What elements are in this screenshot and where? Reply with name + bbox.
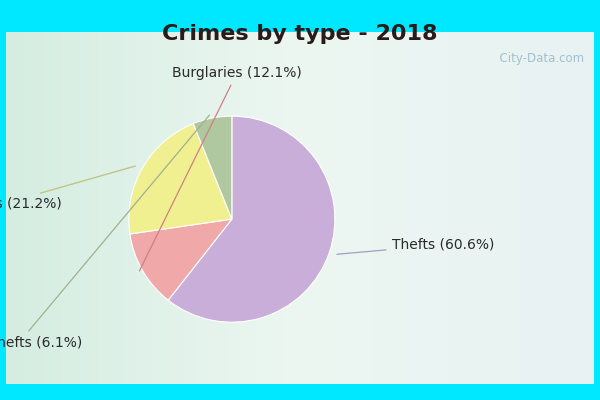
Wedge shape <box>168 116 335 322</box>
Wedge shape <box>193 116 232 219</box>
Wedge shape <box>129 124 232 234</box>
Text: Crimes by type - 2018: Crimes by type - 2018 <box>162 24 438 44</box>
Text: Thefts (60.6%): Thefts (60.6%) <box>337 238 494 254</box>
Text: Assaults (21.2%): Assaults (21.2%) <box>0 166 136 211</box>
Text: City-Data.com: City-Data.com <box>492 52 584 65</box>
Text: Auto thefts (6.1%): Auto thefts (6.1%) <box>0 115 209 350</box>
Text: Burglaries (12.1%): Burglaries (12.1%) <box>139 66 302 271</box>
Wedge shape <box>130 219 232 300</box>
